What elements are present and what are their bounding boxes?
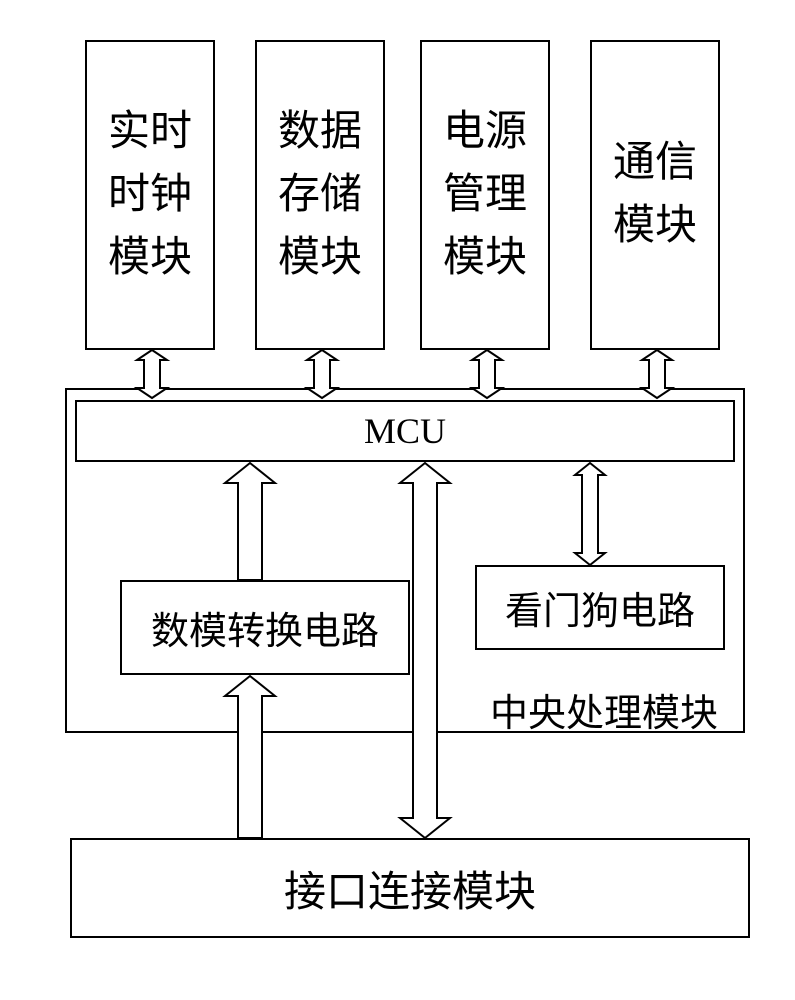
arrow-top-4 [642,350,672,398]
mcu-box: MCU [75,400,735,462]
arrow-mcu-watchdog [575,463,605,565]
adc-label: 数模转换电路 [151,600,379,655]
interface-module-box: 接口连接模块 [70,838,750,938]
power-management-module: 电源 管理 模块 [420,40,550,350]
arrow-top-2 [307,350,337,398]
interface-label: 接口连接模块 [284,858,536,919]
module-label: 实时 时钟 模块 [108,101,192,290]
module-label: 电源 管理 模块 [443,101,527,290]
adc-box: 数模转换电路 [120,580,410,675]
watchdog-box: 看门狗电路 [475,565,725,650]
mcu-label: MCU [364,410,446,452]
arrow-top-3 [472,350,502,398]
cpu-module-label: 中央处理模块 [490,682,718,737]
arrow-mcu-interface [400,463,450,838]
module-label: 通信 模块 [613,132,697,258]
communication-module: 通信 模块 [590,40,720,350]
arrow-interface-adc [225,676,275,838]
arrow-top-1 [137,350,167,398]
arrow-adc-mcu [225,463,275,580]
data-storage-module: 数据 存储 模块 [255,40,385,350]
watchdog-label: 看门狗电路 [505,580,695,635]
realtime-clock-module: 实时 时钟 模块 [85,40,215,350]
module-label: 数据 存储 模块 [278,101,362,290]
